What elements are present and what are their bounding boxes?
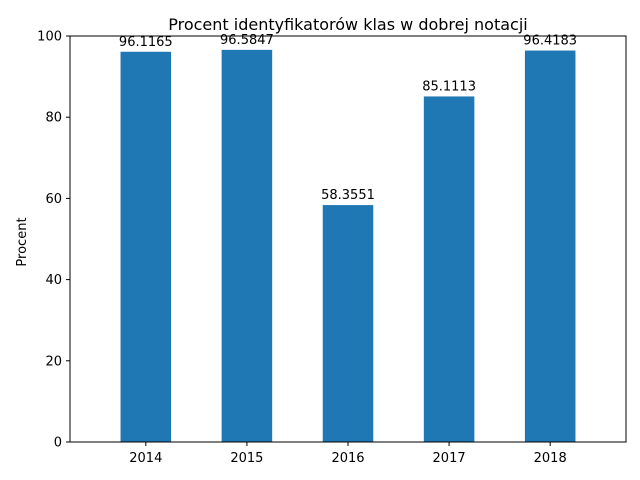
data-label-2016: 58.3551 [321, 188, 375, 203]
chart-title: Procent identyfikatorów klas w dobrej no… [168, 15, 527, 34]
bar-2014 [120, 51, 172, 443]
y-tick-label: 80 [45, 111, 62, 126]
data-label-2015: 96.5847 [220, 33, 274, 48]
data-labels-group: 96.1165 96.5847 58.3551 85.1113 96.4183 [119, 33, 577, 203]
bar-2017 [423, 96, 475, 442]
y-tick-label: 40 [45, 273, 62, 288]
bar-2018 [524, 50, 576, 443]
bar-2016 [322, 205, 374, 442]
y-tick-label: 20 [45, 354, 62, 369]
x-tick-label: 2018 [534, 451, 567, 466]
data-label-2017: 85.1113 [422, 79, 476, 94]
y-tick-label: 100 [37, 30, 62, 45]
data-label-2014: 96.1165 [119, 35, 173, 50]
x-tick-label: 2017 [433, 451, 466, 466]
y-axis-label: Procent [15, 217, 30, 266]
bars-group [120, 49, 576, 443]
y-tick-label: 60 [45, 192, 62, 207]
x-tick-label: 2016 [331, 451, 364, 466]
data-label-2018: 96.4183 [523, 34, 577, 49]
axes-group: 0 20 40 60 80 100 2014 2015 2016 2017 2018 [37, 30, 627, 466]
x-tick-label: 2014 [129, 451, 162, 466]
bar-2015 [221, 49, 273, 442]
x-tick-label: 2015 [230, 451, 263, 466]
y-tick-label: 0 [54, 436, 62, 451]
